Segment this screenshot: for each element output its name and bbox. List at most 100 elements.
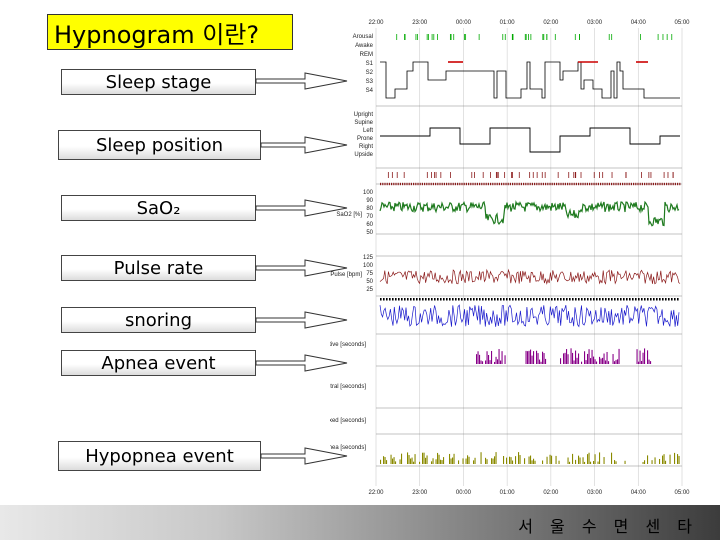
hypopnea-bar <box>593 461 595 464</box>
stage-axis-label: S4 <box>366 88 374 94</box>
hypopnea-bar <box>611 452 613 464</box>
snore-marker <box>443 298 445 301</box>
apnea-bar <box>587 353 589 364</box>
pulse-trace <box>379 268 681 285</box>
snore-marker <box>413 298 415 301</box>
apnea-bar <box>486 351 488 364</box>
sao2-axis-label: 50 <box>366 230 373 236</box>
stage-axis-label: S2 <box>366 70 374 76</box>
hypopnea-bar <box>546 456 548 464</box>
snore-marker <box>539 298 541 301</box>
hypopnea-bar <box>492 458 494 464</box>
snore-marker <box>515 298 517 301</box>
time-tick-bottom: 05:00 <box>674 490 690 496</box>
snore-marker <box>557 298 559 301</box>
apnea-bar <box>612 354 614 364</box>
snore-marker <box>509 298 511 301</box>
apnea-bar <box>572 352 574 364</box>
apnea-bar <box>590 358 592 364</box>
hypopnea-bar <box>450 458 452 464</box>
snore-marker <box>428 298 430 301</box>
snore-marker <box>470 298 472 301</box>
hypopnea-bar <box>651 460 653 464</box>
stage-axis-label: S3 <box>366 79 374 85</box>
apnea-bar <box>615 359 617 364</box>
apnea-bar <box>479 354 481 364</box>
apnea-bar <box>576 357 578 364</box>
time-tick-bottom: 02:00 <box>543 490 559 496</box>
snore-marker <box>569 298 571 301</box>
hypopnea-bar <box>495 452 497 464</box>
apnea-bar <box>575 350 577 364</box>
snore-marker <box>620 298 622 301</box>
snore-marker <box>530 298 532 301</box>
hypopnea-bar <box>414 454 416 464</box>
hypopnea-bar <box>677 454 679 464</box>
snore-marker <box>419 298 421 301</box>
mixed-unit-label: Mixed [seconds] <box>330 418 366 424</box>
snore-marker <box>395 298 397 301</box>
apnea-bar <box>617 359 619 364</box>
time-tick-top: 23:00 <box>412 20 428 26</box>
snore-marker <box>590 298 592 301</box>
apnea-bar <box>531 355 533 364</box>
snore-marker <box>485 298 487 301</box>
snore-marker <box>431 298 433 301</box>
time-tick-top: 00:00 <box>456 20 472 26</box>
hypopnea-bar <box>380 459 382 464</box>
hypopnea-bar <box>485 457 487 464</box>
hypopnea-bar <box>473 460 475 464</box>
hypopnea-bar <box>530 455 532 464</box>
position-axis-label: Upside <box>354 152 373 158</box>
snore-marker <box>644 298 646 301</box>
apnea-bar <box>539 359 541 364</box>
hypopnea-bar <box>425 457 427 464</box>
apnea-bar <box>606 351 608 364</box>
hypopnea-bar <box>597 461 599 464</box>
hypopnea-bar <box>443 457 445 464</box>
snore-marker <box>488 298 490 301</box>
snore-marker <box>437 298 439 301</box>
snore-marker <box>560 298 562 301</box>
apnea-bar <box>581 361 583 364</box>
sao2-trace <box>379 199 680 227</box>
apnea-bar <box>648 359 650 364</box>
snore-marker <box>566 298 568 301</box>
sleep-stage-trace <box>380 61 680 99</box>
apnea-bar <box>594 359 596 364</box>
hypopnea-bar <box>510 457 512 464</box>
snore-marker <box>512 298 514 301</box>
hypopnea-bar <box>579 457 581 464</box>
apnea-bar <box>641 360 643 364</box>
snore-marker <box>593 298 595 301</box>
hypopnea-bar <box>449 453 451 464</box>
apnea-bar <box>603 353 605 364</box>
apnea-bar <box>585 360 587 364</box>
time-tick-top: 22:00 <box>368 20 384 26</box>
time-tick-top: 01:00 <box>500 20 516 26</box>
apnea-bar <box>488 355 490 364</box>
snore-marker <box>392 298 394 301</box>
snore-marker <box>563 298 565 301</box>
hypopnea-bar <box>551 455 553 464</box>
snore-marker <box>398 298 400 301</box>
snore-marker <box>500 298 502 301</box>
hypopnea-bar <box>462 458 464 464</box>
hypopnea-bar <box>491 458 493 464</box>
hypopnea-bar <box>642 461 644 464</box>
snore-marker <box>581 298 583 301</box>
snore-marker <box>635 298 637 301</box>
snore-marker <box>425 298 427 301</box>
hypopnea-bar <box>669 454 671 464</box>
hypopnea-bar <box>678 455 680 464</box>
snore-marker <box>386 298 388 301</box>
hypopnea-bar <box>582 457 584 464</box>
snore-marker <box>401 298 403 301</box>
snore-marker <box>410 298 412 301</box>
hypopnea-bar <box>654 457 656 464</box>
apnea-bar <box>530 349 532 364</box>
snore-marker <box>599 298 601 301</box>
hypopnea-bar <box>395 461 397 464</box>
snore-marker <box>494 298 496 301</box>
